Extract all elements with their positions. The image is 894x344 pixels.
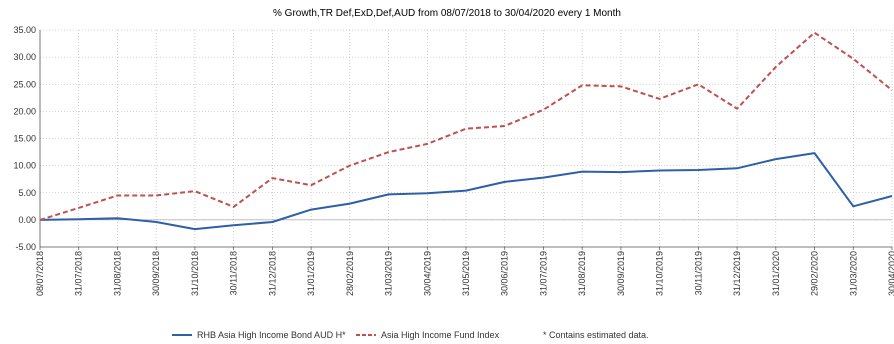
x-tick-label: 31/10/2019 bbox=[655, 251, 665, 296]
gridlines bbox=[39, 29, 893, 248]
y-tick-label: 5.00 bbox=[18, 188, 36, 198]
y-tick-label: 30.00 bbox=[13, 52, 36, 62]
y-tick-label: 20.00 bbox=[13, 106, 36, 116]
y-tick-label: -5.00 bbox=[15, 242, 36, 252]
legend: RHB Asia High Income Bond AUD H* Asia Hi… bbox=[0, 330, 894, 344]
x-tick-label: 31/03/2020 bbox=[848, 251, 858, 296]
x-tick-label: 30/11/2019 bbox=[693, 251, 703, 295]
x-tick-label: 31/12/2018 bbox=[267, 251, 277, 296]
x-tick-label: 29/02/2020 bbox=[810, 251, 820, 296]
x-tick-label: 30/11/2018 bbox=[229, 251, 239, 295]
x-tick-label: 31/12/2019 bbox=[732, 251, 742, 296]
x-tick-label: 31/08/2018 bbox=[112, 251, 122, 296]
line-chart: -5.00 0.00 5.00 10.00 15.00 20.00 25.00 30.00 35… bbox=[13, 25, 894, 296]
y-tick-label: 25.00 bbox=[13, 79, 36, 89]
x-tick-label: 31/08/2019 bbox=[577, 251, 587, 296]
legend-item-series-2: Asia High Income Fund Index bbox=[356, 330, 499, 340]
x-tick-label: 31/03/2019 bbox=[384, 251, 394, 296]
legend-footnote: * Contains estimated data. bbox=[543, 330, 649, 340]
chart-title: % Growth,TR Def,ExD,Def,AUD from 08/07/2… bbox=[273, 8, 621, 19]
legend-swatch-dashed bbox=[356, 330, 376, 340]
legend-label-series-2: Asia High Income Fund Index bbox=[381, 330, 500, 340]
footnote-text: * Contains estimated data. bbox=[543, 330, 649, 340]
x-tick-label: 30/09/2019 bbox=[616, 251, 626, 296]
legend-swatch-solid bbox=[172, 330, 192, 340]
x-tick-label: 30/04/2019 bbox=[422, 251, 432, 296]
x-tick-label: 30/09/2018 bbox=[151, 251, 161, 296]
y-tick-label: 35.00 bbox=[13, 25, 36, 35]
y-axis-ticks: -5.00 0.00 5.00 10.00 15.00 20.00 25.00 30.00 35… bbox=[13, 25, 36, 252]
y-tick-label: 0.00 bbox=[18, 215, 36, 225]
series-line-1 bbox=[39, 152, 893, 231]
axes bbox=[39, 30, 893, 250]
x-tick-label: 31/05/2019 bbox=[461, 251, 471, 296]
series-line-2 bbox=[39, 31, 893, 221]
series-lines bbox=[39, 31, 893, 231]
x-tick-label: 31/07/2018 bbox=[74, 251, 84, 296]
x-tick-label: 31/10/2018 bbox=[190, 251, 200, 296]
x-tick-label: 08/07/2018 bbox=[35, 251, 45, 296]
x-axis-ticks: 08/07/2018 31/07/2018 31/08/2018 30/09/2018… bbox=[35, 251, 894, 296]
x-tick-label: 31/07/2019 bbox=[538, 251, 548, 296]
x-tick-label: 31/01/2019 bbox=[306, 251, 316, 296]
legend-label-series-1: RHB Asia High Income Bond AUD H* bbox=[197, 330, 346, 340]
y-tick-label: 10.00 bbox=[13, 161, 36, 171]
x-tick-label: 30/04/2020 bbox=[887, 251, 894, 296]
y-tick-label: 15.00 bbox=[13, 134, 36, 144]
x-tick-label: 28/02/2019 bbox=[345, 251, 355, 296]
x-tick-label: 30/06/2019 bbox=[500, 251, 510, 296]
legend-item-series-1: RHB Asia High Income Bond AUD H* bbox=[172, 330, 346, 340]
x-tick-label: 31/01/2020 bbox=[771, 251, 781, 296]
